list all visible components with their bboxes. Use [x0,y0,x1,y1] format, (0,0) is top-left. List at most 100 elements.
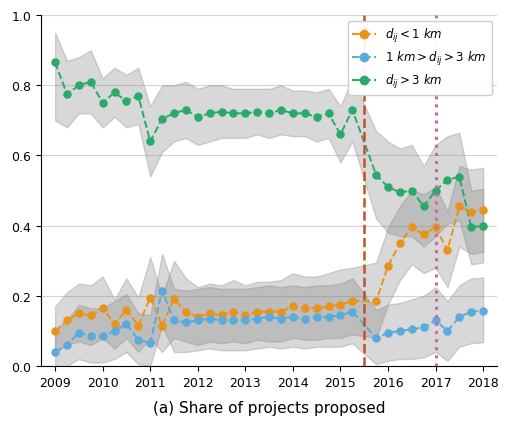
Point [218,109,226,116]
Point [348,107,356,114]
Point [372,172,380,179]
Point [432,225,440,231]
Point [384,184,392,191]
Point [384,263,392,270]
Point [265,308,273,315]
Point [479,223,487,230]
Point [443,177,452,184]
Point [229,111,238,118]
Point [289,303,297,310]
Point [301,316,309,322]
Point [277,308,285,315]
Point [253,109,261,116]
Point [229,317,238,324]
Point [134,93,142,100]
Point [218,317,226,324]
Point [396,190,404,196]
Point [313,114,321,121]
Point [420,204,428,210]
Point [277,107,285,114]
Point [63,342,71,348]
Point [396,328,404,334]
Point [408,188,416,195]
Point [241,312,249,319]
Point [384,330,392,337]
Point [99,100,107,107]
Point [146,340,154,347]
Point [432,188,440,195]
Point [194,114,202,121]
Point [420,231,428,238]
Point [170,296,178,303]
Point [467,225,475,231]
Point [301,305,309,312]
Point [134,322,142,329]
Point [408,225,416,231]
Point [301,111,309,118]
Point [206,111,214,118]
Point [325,303,333,310]
Point [408,326,416,333]
Point [313,305,321,312]
Point [420,324,428,331]
Point [277,316,285,322]
Point [372,298,380,305]
Point [455,174,463,181]
Point [182,107,190,114]
Point [194,314,202,321]
Point [122,307,131,314]
Point [99,333,107,340]
Point [111,321,119,328]
Point [170,111,178,118]
Point [146,294,154,301]
Point [51,328,59,334]
Point [336,302,345,308]
Point [146,139,154,146]
Point [134,337,142,343]
Point [443,328,452,334]
Point [75,83,83,89]
Point [467,209,475,216]
Point [372,335,380,342]
Point [241,111,249,118]
Point [63,92,71,98]
Point [63,317,71,324]
Point [336,312,345,319]
Point [467,308,475,315]
Point [170,317,178,324]
Point [253,316,261,322]
Legend: $d_{ij} < 1\ km$, $1\ km > d_{ij} > 3\ km$, $d_{ij} > 3\ km$: $d_{ij} < 1\ km$, $1\ km > d_{ij} > 3\ k… [348,22,492,96]
Point [111,90,119,97]
Point [348,308,356,315]
Point [455,314,463,321]
Point [443,247,452,254]
Point [111,328,119,334]
Point [396,240,404,247]
Point [51,60,59,67]
Point [75,310,83,317]
Point [348,298,356,305]
Point [158,116,166,123]
Point [122,98,131,105]
Point [336,132,345,138]
Point [229,308,238,315]
Point [194,317,202,324]
Point [218,312,226,319]
Point [182,319,190,326]
Point [265,314,273,321]
Point [289,111,297,118]
Point [479,207,487,214]
Point [325,111,333,118]
Point [313,314,321,321]
X-axis label: (a) Share of projects proposed: (a) Share of projects proposed [153,400,386,415]
Point [253,308,261,315]
Point [182,308,190,315]
Point [99,305,107,312]
Point [241,317,249,324]
Point [265,111,273,118]
Point [158,288,166,294]
Point [325,314,333,321]
Point [455,204,463,210]
Point [122,321,131,328]
Point [75,330,83,337]
